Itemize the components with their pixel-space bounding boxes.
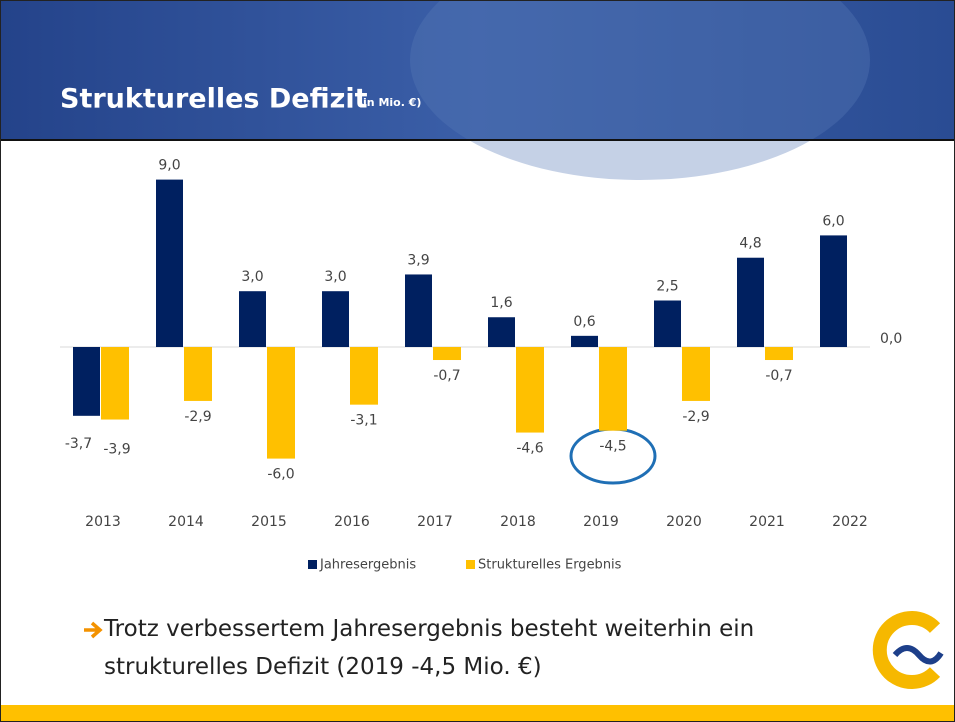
x-tick-label: 2014 <box>168 514 204 530</box>
bar <box>156 180 183 347</box>
legend-swatch <box>308 560 317 569</box>
highlight-circle <box>571 429 655 483</box>
bar <box>267 347 295 459</box>
data-label: -3,9 <box>103 442 130 458</box>
bar <box>765 347 793 360</box>
bar <box>654 301 681 348</box>
bar <box>599 347 627 431</box>
data-label: 3,0 <box>241 269 263 285</box>
data-label: -4,6 <box>516 441 543 457</box>
footer-band <box>0 705 955 722</box>
x-tick-label: 2021 <box>749 514 785 530</box>
data-label: -2,9 <box>682 409 709 425</box>
data-label: -4,5 <box>599 439 626 455</box>
arrow-bullet <box>84 623 100 637</box>
bar <box>516 347 544 433</box>
x-tick-label: 2019 <box>583 514 619 530</box>
x-tick-label: 2020 <box>666 514 702 530</box>
x-tick-label: 2017 <box>417 514 453 530</box>
bar <box>322 291 349 347</box>
data-label: 6,0 <box>822 213 844 229</box>
slide: Strukturelles Defizit (in Mio. €) 2013 -3… <box>0 0 955 722</box>
data-label: 4,8 <box>739 236 761 252</box>
data-label: -3,7 <box>65 436 92 452</box>
data-label: -0,7 <box>765 368 792 384</box>
x-tick-label: 2013 <box>85 514 121 530</box>
data-label: -3,1 <box>350 413 377 429</box>
chart-subtitle: (in Mio. €) <box>358 96 421 109</box>
data-label: 0,0 <box>880 331 902 347</box>
logo <box>880 618 941 682</box>
data-label: 3,0 <box>324 269 346 285</box>
data-label: -6,0 <box>267 467 294 483</box>
x-tick-label: 2015 <box>251 514 287 530</box>
bar <box>571 336 598 347</box>
header-decoration <box>410 0 870 180</box>
bar <box>350 347 378 405</box>
legend-label: Strukturelles Ergebnis <box>478 558 622 573</box>
x-tick-label: 2018 <box>500 514 536 530</box>
bar <box>433 347 461 360</box>
data-label: -0,7 <box>433 368 460 384</box>
data-label: 2,5 <box>656 279 678 295</box>
bar <box>184 347 212 401</box>
legend-label: Jahresergebnis <box>319 558 416 573</box>
chart-title: Strukturelles Defizit <box>60 84 368 115</box>
bar <box>737 258 764 347</box>
legend-swatch <box>466 560 475 569</box>
data-label: 9,0 <box>158 158 180 174</box>
bar <box>488 317 515 347</box>
bar <box>820 235 847 347</box>
data-label: 3,9 <box>407 252 429 268</box>
bar <box>101 347 129 420</box>
bar <box>73 347 100 416</box>
data-label: 1,6 <box>490 295 512 311</box>
data-label: -2,9 <box>184 409 211 425</box>
conclusion-note: Trotz verbessertem Jahresergebnis besteh… <box>104 610 824 686</box>
x-tick-label: 2022 <box>832 514 868 530</box>
bar <box>239 291 266 347</box>
x-tick-label: 2016 <box>334 514 370 530</box>
data-label: 0,6 <box>573 314 595 330</box>
bar <box>682 347 710 401</box>
bar <box>405 274 432 347</box>
